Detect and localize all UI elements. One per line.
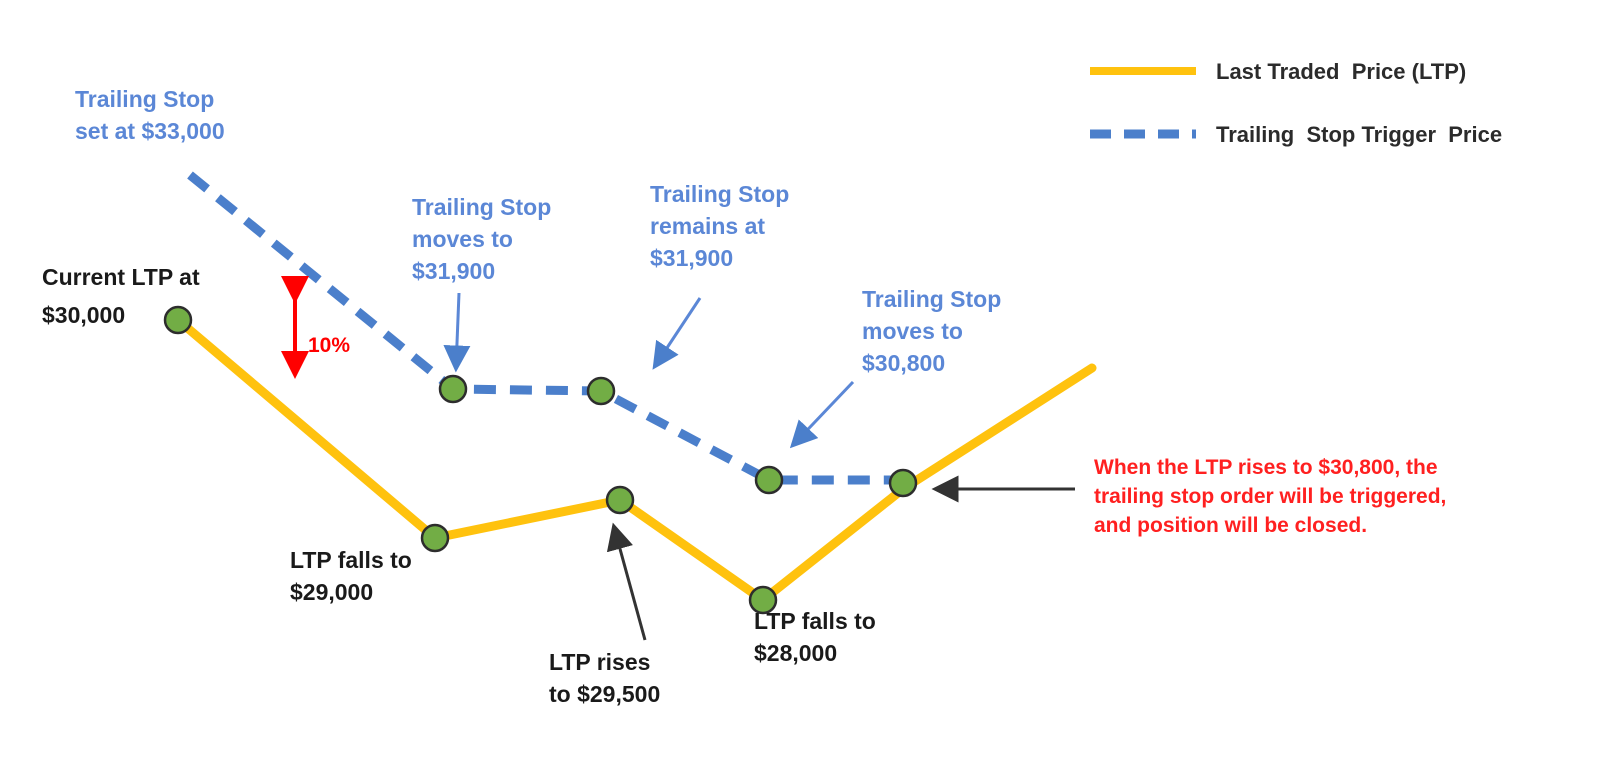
annotation-stop-moves-30800-line2: moves to [862,318,963,344]
annotation-trigger-note-line1: When the LTP rises to $30,800, the [1094,456,1438,479]
annotation-ltp-falls-29000-line2: $29,000 [290,579,373,605]
data-point-stop-30800-a [754,465,784,495]
annotation-ltp-falls-28000: LTP falls to $28,000 [754,608,876,666]
annotation-stop-remains-31900-line1: Trailing Stop [650,181,789,207]
annotation-trailing-stop-set-line1: Trailing Stop [75,86,214,112]
annotation-stop-remains-31900: Trailing Stop remains at $31,900 [650,181,789,271]
annotation-trailing-stop-set-line2: set at $33,000 [75,118,225,144]
data-point-trigger-30800 [888,468,918,498]
annotation-current-ltp-line1: Current LTP at [42,264,200,290]
callout-arrow-ltp-rises-29500 [606,522,647,641]
annotation-stop-moves-31900-line1: Trailing Stop [412,194,551,220]
annotation-stop-moves-30800-line1: Trailing Stop [862,286,1001,312]
callout-arrow-stop-moves-30800 [789,380,855,449]
annotation-ltp-falls-29000-line1: LTP falls to [290,547,412,573]
data-point-ltp-28000 [748,585,778,615]
annotation-stop-moves-30800-line3: $30,800 [862,350,945,376]
legend-label-trailing-stop: Trailing Stop Trigger Price [1216,122,1502,147]
legend: Last Traded Price (LTP) Trailing Stop Tr… [1090,59,1502,147]
annotation-current-ltp: Current LTP at $30,000 [42,264,200,328]
data-point-ltp-30000 [163,305,193,335]
data-point-stop-31900-b [586,376,616,406]
annotation-stop-moves-31900-line2: moves to [412,226,513,252]
gap-label-10-percent: 10% [308,334,350,357]
annotation-trailing-stop-set: Trailing Stop set at $33,000 [75,86,225,144]
annotation-trigger-note-line3: and position will be closed. [1094,514,1367,537]
annotation-ltp-falls-28000-line2: $28,000 [754,640,837,666]
annotation-stop-remains-31900-line3: $31,900 [650,245,733,271]
annotation-ltp-falls-29000: LTP falls to $29,000 [290,547,412,605]
data-point-ltp-29500 [605,485,635,515]
annotation-stop-remains-31900-line2: remains at [650,213,765,239]
annotation-ltp-falls-28000-line1: LTP falls to [754,608,876,634]
series-ltp-line [173,315,1097,605]
callout-arrow-stop-remains-31900 [652,297,702,370]
annotation-ltp-rises-29500-line2: to $29,500 [549,681,660,707]
legend-label-ltp: Last Traded Price (LTP) [1216,59,1466,84]
annotation-stop-moves-30800: Trailing Stop moves to $30,800 [862,286,1001,376]
annotation-ltp-rises-29500: LTP rises to $29,500 [549,649,660,707]
annotation-ltp-rises-29500-line1: LTP rises [549,649,650,675]
callout-arrow-stop-moves-31900 [443,292,471,373]
gap-indicator-10-percent: 10% [281,276,350,379]
data-point-markers [163,305,918,615]
annotation-current-ltp-line2: $30,000 [42,302,125,328]
annotation-trigger-note-line2: trailing stop order will be triggered, [1094,485,1446,508]
annotation-trigger-note: When the LTP rises to $30,800, the trail… [1094,456,1446,537]
data-point-stop-31900-a [438,374,468,404]
annotation-stop-moves-31900: Trailing Stop moves to $31,900 [412,194,551,284]
data-point-ltp-29000 [420,523,450,553]
annotation-stop-moves-31900-line3: $31,900 [412,258,495,284]
